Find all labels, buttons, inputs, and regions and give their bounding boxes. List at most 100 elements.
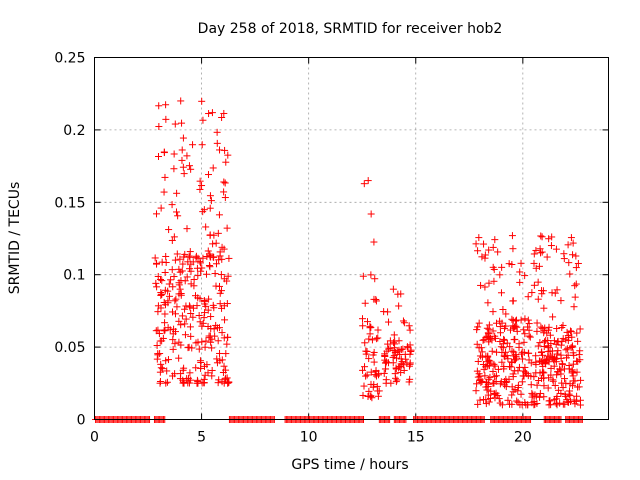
data-point [476,396,484,404]
data-point [540,329,548,337]
data-point [485,356,493,364]
data-point [362,372,370,380]
data-point [496,329,504,337]
data-point [168,266,176,274]
x-axis-label: GPS time / hours [291,457,408,473]
data-point [480,240,488,248]
data-point [213,128,221,136]
data-point [539,368,547,376]
data-point [155,152,163,160]
data-point [502,310,510,318]
data-point [189,141,197,149]
data-point [571,377,579,385]
data-point [395,302,403,310]
data-point [212,260,220,268]
data-point [199,254,207,262]
data-point [508,358,516,366]
data-point [530,373,538,381]
data-point [170,165,178,173]
data-point [517,390,525,398]
data-point [211,332,219,340]
data-point [564,241,572,249]
data-point [495,395,503,403]
data-point [536,389,544,397]
data-point [537,349,545,357]
data-point [475,234,483,242]
data-point [563,345,571,353]
data-point [372,367,380,375]
data-point [180,170,188,178]
data-point [206,192,214,200]
data-point [559,321,567,329]
data-point [569,251,577,259]
data-point [157,289,165,297]
data-point [569,343,577,351]
data-point [218,113,226,121]
data-point [359,391,367,399]
data-point [541,324,549,332]
data-point [207,325,215,333]
data-point [567,328,575,336]
data-point [513,323,521,331]
data-point [187,165,195,173]
data-point [521,330,529,338]
data-point [179,260,187,268]
data-point [576,396,584,404]
data-point [162,259,170,267]
data-point [213,355,221,363]
data-point [547,364,555,372]
data-point [516,278,524,286]
data-point [168,201,176,209]
data-point [155,330,163,338]
data-point [566,327,574,335]
data-point [162,379,170,387]
data-point [359,272,367,280]
data-point [542,336,550,344]
data-point [151,254,159,262]
data-point [196,295,204,303]
data-point [525,349,533,357]
data-point [482,400,490,408]
data-point [206,204,214,212]
data-point [391,370,399,378]
data-point [216,300,224,308]
data-point [521,368,529,376]
data-point [503,378,511,386]
data-point [369,351,377,359]
data-point [197,267,205,275]
data-point [204,306,212,314]
data-point [567,234,575,242]
data-point [569,372,577,380]
data-point [552,245,560,253]
data-point [559,384,567,392]
data-point [496,399,504,407]
data-point [538,358,546,366]
data-point [569,360,577,368]
data-point [540,382,548,390]
data-point [224,272,232,280]
data-point [512,316,520,324]
data-point [474,400,482,408]
data-point [489,327,497,335]
data-point [225,254,233,262]
data-point [176,255,184,263]
data-point [540,393,548,401]
data-point [361,339,369,347]
data-point [515,343,523,351]
data-point [158,337,166,345]
data-point [173,189,181,197]
data-point [212,239,220,247]
data-point [178,312,186,320]
data-point [483,386,491,394]
data-point [571,282,579,290]
data-point [216,252,224,260]
data-point [185,252,193,260]
data-point [157,364,165,372]
data-point-peak [177,97,185,105]
data-point [569,239,577,247]
data-point [477,281,485,289]
data-point [163,378,171,386]
data-point [521,272,529,280]
data-point [154,308,162,316]
data-point [176,285,184,293]
